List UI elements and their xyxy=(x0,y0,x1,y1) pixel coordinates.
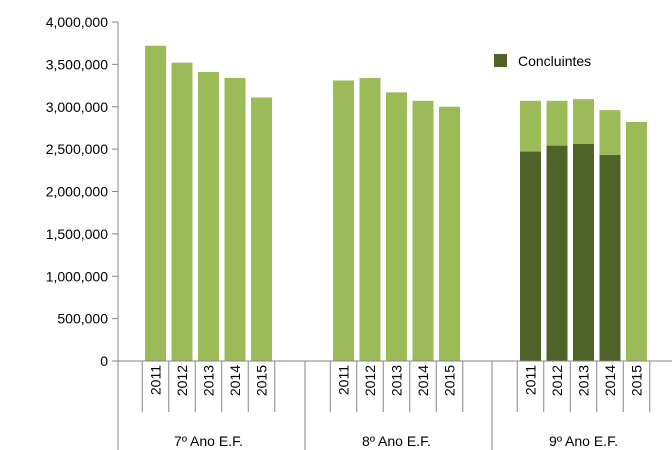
x-tick-label-year: 2012 xyxy=(549,365,565,396)
x-tick-label-year: 2014 xyxy=(227,365,243,396)
x-tick-label-year: 2013 xyxy=(389,365,405,396)
bar-total xyxy=(171,62,193,362)
x-tick-label-year: 2015 xyxy=(442,365,458,396)
x-tick-label-year: 2011 xyxy=(523,365,539,395)
x-tick-label-year: 2015 xyxy=(629,365,645,396)
bar-total xyxy=(145,45,166,361)
x-tick-label-year: 2012 xyxy=(362,365,378,396)
bar-concluintes xyxy=(599,155,621,361)
y-tick-label: 0 xyxy=(100,353,108,369)
bar-total xyxy=(412,100,434,361)
x-group-label: 9º Ano E.F. xyxy=(549,433,618,449)
legend-swatch-concluintes xyxy=(494,54,507,67)
bar-total xyxy=(359,77,381,361)
y-tick-label: 500,000 xyxy=(57,311,108,327)
bar-total xyxy=(251,97,272,362)
bar-concluintes xyxy=(573,144,594,361)
x-group-label: 8º Ano E.F. xyxy=(362,433,431,449)
y-tick-label: 3,000,000 xyxy=(46,99,108,115)
y-tick-label: 1,000,000 xyxy=(46,268,108,284)
y-tick-label: 2,500,000 xyxy=(46,141,108,157)
legend: Concluintes xyxy=(494,53,591,69)
bar-total xyxy=(198,72,219,361)
x-tick-label-year: 2013 xyxy=(201,365,217,396)
x-tick-label-year: 2011 xyxy=(148,365,164,395)
bars xyxy=(145,45,647,362)
x-tick-label-year: 2013 xyxy=(576,365,592,396)
bar-total xyxy=(439,106,460,361)
bar-total xyxy=(386,92,407,361)
bar-total xyxy=(224,77,246,361)
x-tick-label-year: 2015 xyxy=(254,365,270,396)
bar-total xyxy=(626,122,647,361)
bar-concluintes xyxy=(520,151,541,361)
y-tick-label: 1,500,000 xyxy=(46,226,108,242)
x-tick-label-year: 2012 xyxy=(174,365,190,396)
y-tick-label: 3,500,000 xyxy=(46,56,108,72)
y-tick-label: 2,000,000 xyxy=(46,184,108,200)
y-axis: 0 500,000 1,000,000 1,500,000 2,000,000 2,500… xyxy=(46,14,119,369)
bar-concluintes xyxy=(546,145,568,361)
x-tick-label-year: 2014 xyxy=(415,365,431,396)
x-tick-label-year: 2014 xyxy=(602,365,618,396)
y-tick-label: 4,000,000 xyxy=(46,14,108,30)
x-group-label: 7º Ano E.F. xyxy=(174,433,243,449)
legend-label-concluintes: Concluintes xyxy=(518,53,591,69)
x-tick-label-year: 2011 xyxy=(336,365,352,395)
bar-total xyxy=(333,80,354,361)
x-axis: 2011 2012 2013 2014 2015 7º Ano E.F. 2011 2012 2… xyxy=(117,360,672,450)
